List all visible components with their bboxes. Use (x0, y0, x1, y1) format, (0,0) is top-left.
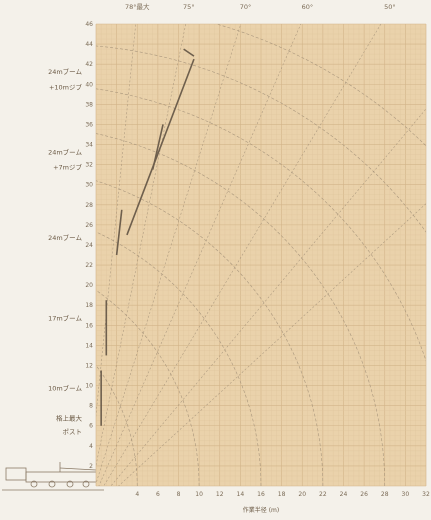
crane-truck-illustration (2, 462, 104, 491)
x-tick-label: 30 (402, 491, 410, 498)
angle-ray (96, 24, 136, 418)
y-tick-label: 18 (85, 302, 93, 309)
angle-label: 78°最大 (125, 2, 150, 11)
y-tick-label: 34 (85, 142, 93, 149)
angle-label: 70° (240, 3, 252, 11)
y-tick-label: 32 (85, 162, 93, 169)
x-tick-label: 16 (257, 491, 265, 498)
angle-ray (118, 203, 426, 486)
x-tick-label: 14 (237, 491, 245, 498)
boom-line (183, 48, 195, 57)
y-tick-label: 28 (85, 202, 93, 209)
x-tick-label: 20 (298, 491, 306, 498)
y-tick-label: 24 (85, 242, 93, 249)
angle-ray (98, 24, 302, 486)
boom-label: 24mブーム (48, 148, 82, 157)
y-tick-label: 8 (89, 403, 93, 410)
range-arc (96, 133, 386, 486)
boom-label: +10mジブ (49, 82, 83, 91)
boom-label: ポスト (63, 428, 83, 436)
x-tick-label: 8 (177, 491, 181, 498)
x-tick-label: 22 (319, 491, 327, 498)
x-tick-label: 28 (381, 491, 389, 498)
y-tick-label: 30 (85, 182, 93, 189)
y-tick-label: 6 (89, 423, 93, 430)
y-tick-labels: 2468101214161820222426283032343638404244… (85, 21, 93, 470)
boom-label: 24mブーム (48, 67, 82, 76)
y-tick-label: 42 (85, 61, 93, 68)
boom-label: +7mジブ (53, 163, 82, 172)
boom-line (115, 209, 123, 256)
y-tick-label: 40 (85, 81, 93, 88)
y-tick-label: 22 (85, 262, 93, 269)
y-tick-label: 10 (85, 383, 93, 390)
x-axis-label: 作業半径 (m) (243, 506, 279, 514)
boom-label: 17mブーム (48, 313, 82, 322)
range-arc (215, 24, 426, 147)
boom-labels: 24mブーム +10mジブ 24mブーム +7mジブ 24mブーム 17mブーム 10mブー… (48, 67, 82, 436)
y-tick-label: 38 (85, 101, 93, 108)
y-tick-label: 4 (89, 443, 93, 450)
y-tick-label: 16 (85, 322, 93, 329)
y-tick-label: 26 (85, 222, 93, 229)
x-tick-label: 24 (340, 491, 348, 498)
angle-ray (96, 24, 242, 485)
boom-label: 24mブーム (48, 233, 82, 242)
range-arc (96, 231, 262, 486)
y-tick-label: 2 (89, 463, 93, 470)
range-arc (96, 365, 138, 486)
y-tick-label: 20 (85, 282, 93, 289)
y-tick-label: 46 (85, 21, 93, 28)
x-tick-label: 26 (360, 491, 368, 498)
range-arc (96, 88, 426, 362)
x-tick-label: 4 (135, 491, 139, 498)
angle-rays (96, 24, 426, 486)
x-tick-labels: 4 6 8 10 12 14 16 18 20 22 24 26 28 30 32 (135, 491, 430, 498)
x-tick-label: 18 (278, 491, 286, 498)
y-tick-label: 14 (85, 342, 93, 349)
angle-ray (110, 108, 426, 486)
boom-line (126, 58, 195, 236)
x-tick-label: 6 (156, 491, 160, 498)
x-tick-label: 32 (422, 491, 430, 498)
angle-labels: 78°最大 75° 70° 60° 50° (125, 2, 396, 11)
y-tick-label: 12 (85, 362, 93, 369)
boom-label: 10mブーム (48, 384, 82, 393)
y-tick-label: 36 (85, 121, 93, 128)
angle-label: 60° (302, 3, 314, 11)
boom-label: 格上最大 (56, 414, 83, 423)
series-layer (100, 48, 195, 426)
y-tick-label: 44 (85, 41, 93, 48)
angle-ray (103, 24, 382, 486)
angle-label: 50° (384, 3, 396, 11)
angle-label: 75° (183, 3, 195, 11)
x-tick-label: 12 (216, 491, 224, 498)
x-tick-label: 10 (195, 491, 203, 498)
